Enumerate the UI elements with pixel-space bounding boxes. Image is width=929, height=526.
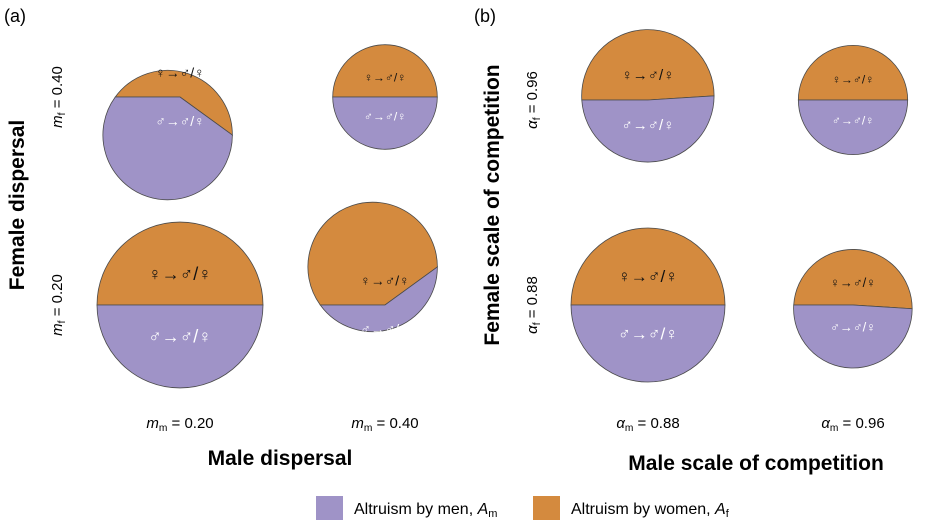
pie-slice-women [797,44,909,101]
row-param-label: αf = 0.96 [524,71,543,129]
pie-symbol-women: ♀→♂/♀ [832,73,874,87]
pie-slice-men [102,96,233,201]
pie-slice-women [581,29,715,101]
pie-slice-men [319,266,438,333]
panel-a-xlabel: Male dispersal [208,447,353,470]
pie-b-1: ♀→♂/♀ ♂→♂/♀ [797,44,909,156]
pie-slice-men [793,304,913,369]
legend-swatch-men [316,496,343,520]
pie-a-1: ♀→♂/♀ ♂→♂/♀ [332,44,438,150]
panel-b: (b) Female scale of competition Male sca… [474,6,913,475]
panel-a-col-param-0: mm = 0.20 [146,415,213,434]
panel-b-col-param-0: αm = 0.88 [616,415,679,434]
pie-symbol-men: ♂→♂/♀ [148,326,212,346]
pie-symbol-women: ♀→♂/♀ [830,275,876,290]
col-param-label: αm = 0.96 [821,415,884,434]
row-param-label: αf = 0.88 [524,276,543,334]
pie-slice-men [797,99,909,156]
panel-a-row-param-1: mf = 0.20 [49,274,68,336]
panel-b-ylabel: Female scale of competition [481,64,504,345]
panel-a: (a) Female dispersal Male dispersal mf =… [4,6,438,470]
legend-swatch-women [533,496,560,520]
pie-symbol-women: ♀→♂/♀ [364,70,406,84]
pie-a-2: ♀→♂/♀ ♂→♂/♀ [96,221,264,389]
row-param-label: mf = 0.40 [49,66,68,128]
pie-symbol-men: ♂→♂/♀ [830,320,876,335]
pie-slice-men [332,96,438,150]
legend: Altruism by men, Am Altruism by women, A… [316,496,730,520]
col-param-label: mm = 0.20 [146,415,213,434]
pie-slice-women [793,249,913,310]
col-param-label: mm = 0.40 [351,415,418,434]
pie-symbol-men: ♂→♂/♀ [364,110,406,124]
panel-a-ylabel: Female dispersal [6,120,29,290]
pie-symbol-men: ♂→♂/♀ [618,325,678,344]
pie-symbol-women: ♀→♂/♀ [618,267,678,286]
pie-slice-women [114,69,233,136]
panel-b-col-param-1: αm = 0.96 [821,415,884,434]
pie-slice-women [570,227,726,306]
panel-b-row-param-0: αf = 0.96 [524,71,543,129]
pie-slice-men [570,304,726,383]
pie-symbol-men: ♂→♂/♀ [155,113,204,129]
pie-slice-women [307,201,438,306]
legend-label-men: Altruism by men, Am [354,501,497,520]
pie-slice-men [96,304,264,389]
panel-b-label: (b) [474,6,496,26]
panel-a-row-param-0: mf = 0.40 [49,66,68,128]
pie-symbol-women: ♀→♂/♀ [622,67,675,84]
row-param-label: mf = 0.20 [49,274,68,336]
panel-b-xlabel: Male scale of competition [628,452,884,475]
pie-slice-women [332,44,438,98]
pie-symbol-women: ♀→♂/♀ [148,264,212,284]
pie-a-3: ♀→♂/♀ ♂→♂/♀ [307,201,438,337]
pie-b-0: ♀→♂/♀ ♂→♂/♀ [581,29,715,163]
panel-a-pies: ♀→♂/♀ ♂→♂/♀ ♀→♂/♀ ♂→♂/♀ ♀→♂/♀ ♂→♂/♀ ♀→♂/♀ ♂→♂/♀ [96,44,438,389]
pie-symbol-men: ♂→♂/♀ [832,114,874,128]
col-param-label: αm = 0.88 [616,415,679,434]
legend-label-women: Altruism by women, Af [571,501,730,520]
pie-slice-women [96,221,264,306]
pie-slice-men [581,95,715,163]
panel-a-col-param-1: mm = 0.40 [351,415,418,434]
pie-b-3: ♀→♂/♀ ♂→♂/♀ [793,249,913,369]
panel-b-row-param-1: αf = 0.88 [524,276,543,334]
pie-symbol-men: ♂→♂/♀ [360,321,409,337]
pie-symbol-women: ♀→♂/♀ [155,65,204,81]
pie-symbol-men: ♂→♂/♀ [622,117,675,134]
pie-symbol-women: ♀→♂/♀ [360,273,409,289]
pie-a-0: ♀→♂/♀ ♂→♂/♀ [102,65,233,201]
panel-a-label: (a) [4,6,26,26]
panel-b-pies: ♀→♂/♀ ♂→♂/♀ ♀→♂/♀ ♂→♂/♀ ♀→♂/♀ ♂→♂/♀ ♀→♂/♀ ♂→♂/♀ [570,29,913,383]
pie-b-2: ♀→♂/♀ ♂→♂/♀ [570,227,726,383]
